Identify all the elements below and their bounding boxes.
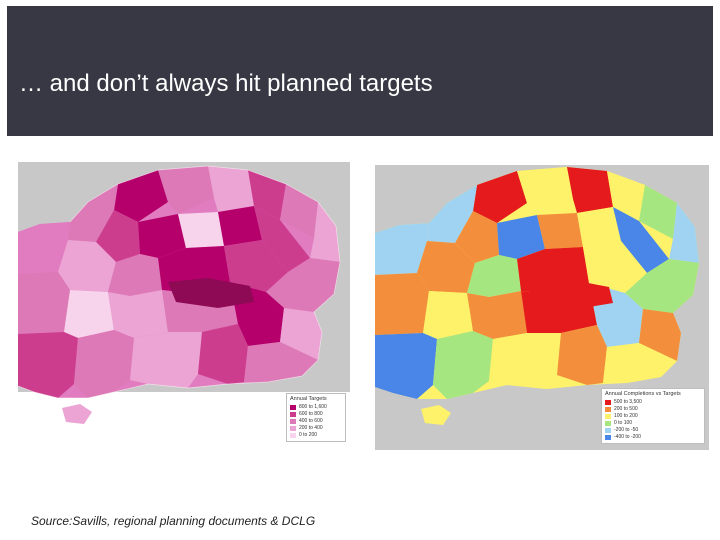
legend-swatch [605,414,611,419]
legend-item: 400 to 600 [290,418,342,425]
legend-item: 0 to 100 [605,420,701,427]
legend-swatch [290,433,296,438]
legend-label: -400 to -200 [614,434,641,440]
completions-vs-targets-legend: Annual Completions vs Targets 500 to 3,5… [601,388,705,444]
legend-label: 800 to 1,600 [299,404,327,410]
legend-item: -200 to -50 [605,427,701,434]
legend-swatch [605,407,611,412]
legend-label: -200 to -50 [614,427,639,433]
legend-item: -400 to -200 [605,434,701,441]
legend-item: 500 to 3,500 [605,399,701,406]
completions-vs-targets-map: Annual Completions vs Targets 500 to 3,5… [375,165,709,450]
annual-targets-legend: Annual Targets 800 to 1,600 600 to 800 4… [286,393,346,442]
legend-label: 600 to 800 [299,411,323,417]
annual-targets-map-graphic [18,162,350,450]
legend-item: 100 to 200 [605,413,701,420]
legend-swatch [605,428,611,433]
legend-label: 200 to 500 [614,406,638,412]
legend-item: 600 to 800 [290,411,342,418]
legend-swatch [290,412,296,417]
legend-item: 0 to 200 [290,432,342,439]
legend-swatch [605,435,611,440]
legend-item: 200 to 500 [605,406,701,413]
legend-label: 0 to 200 [299,432,318,438]
legend-swatch [605,421,611,426]
legend-swatch [290,419,296,424]
source-caption: Source:Savills, regional planning docume… [31,514,316,528]
legend-label: 0 to 100 [614,420,633,426]
legend-swatch [605,400,611,405]
completions-vs-targets-map-graphic [375,165,709,450]
legend-swatch [290,405,296,410]
legend-label: 200 to 400 [299,425,323,431]
slide-title: … and don’t always hit planned targets [19,70,433,97]
legend-label: 500 to 3,500 [614,399,642,405]
legend-title: Annual Completions vs Targets [605,391,681,397]
legend-label: 100 to 200 [614,413,638,419]
legend-label: 400 to 600 [299,418,323,424]
annual-targets-map: Annual Targets 800 to 1,600 600 to 800 4… [18,162,350,450]
legend-title: Annual Targets [290,396,327,402]
legend-item: 200 to 400 [290,425,342,432]
title-bar: … and don’t always hit planned targets [7,6,713,136]
legend-item: 800 to 1,600 [290,404,342,411]
legend-swatch [290,426,296,431]
